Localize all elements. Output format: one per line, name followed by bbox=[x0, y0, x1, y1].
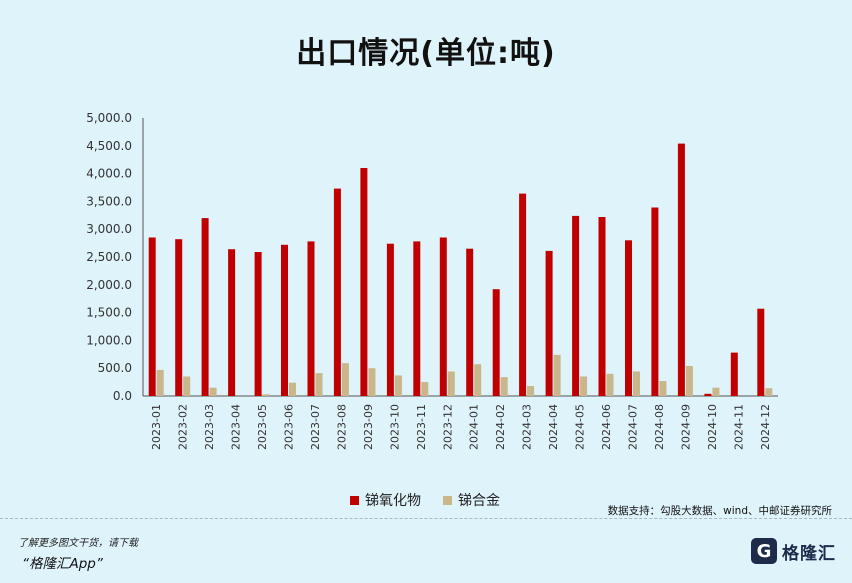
bar-antimony-alloy bbox=[553, 354, 561, 396]
bar-antimony-oxide bbox=[228, 249, 236, 396]
x-tick-label: 2023-11 bbox=[415, 404, 428, 450]
bar-antimony-alloy bbox=[580, 376, 588, 396]
bar-antimony-alloy bbox=[500, 377, 508, 396]
y-tick-label: 2,000.0 bbox=[86, 278, 132, 292]
bar-antimony-alloy bbox=[685, 366, 693, 396]
bar-antimony-oxide bbox=[148, 237, 156, 396]
x-tick-label: 2023-12 bbox=[441, 404, 454, 450]
x-tick-label: 2024-09 bbox=[679, 404, 692, 450]
bar-antimony-alloy bbox=[262, 394, 270, 396]
bar-antimony-alloy bbox=[315, 373, 323, 396]
y-tick-label: 4,500.0 bbox=[86, 139, 132, 153]
bar-chart: 0.0 500.0 1,000.0 1,500.0 2,000.0 2,500.0 3,00… bbox=[86, 111, 778, 450]
x-tick-label: 2024-03 bbox=[521, 404, 534, 450]
y-tick-label: 1,000.0 bbox=[86, 333, 132, 347]
divider bbox=[0, 518, 852, 519]
y-tick-label: 3,000.0 bbox=[86, 222, 132, 236]
x-tick-label: 2024-05 bbox=[574, 404, 587, 450]
bar-antimony-oxide bbox=[439, 237, 447, 396]
bar-antimony-oxide bbox=[386, 243, 394, 396]
download-prompt: 了解更多图文干货，请下载 bbox=[18, 538, 138, 549]
bar-antimony-oxide bbox=[201, 218, 209, 396]
x-tick-label: 2023-05 bbox=[256, 404, 269, 450]
bar-antimony-alloy bbox=[606, 373, 614, 396]
brand-logo: G 格隆汇 bbox=[751, 538, 836, 564]
x-tick-label: 2023-02 bbox=[177, 404, 190, 450]
bar-antimony-alloy bbox=[527, 386, 535, 396]
x-tick-label: 2023-06 bbox=[283, 404, 296, 450]
source-note: 数据支持：勾股大数据、wind、中邮证券研究所 bbox=[607, 505, 832, 517]
bar-antimony-alloy bbox=[289, 382, 296, 396]
bar-antimony-oxide bbox=[625, 240, 632, 396]
legend-item-series-1: 锑氧化物 bbox=[350, 490, 421, 510]
bar-antimony-oxide bbox=[545, 250, 553, 396]
bar-antimony-alloy bbox=[633, 371, 640, 396]
bar-antimony-oxide bbox=[572, 215, 580, 396]
legend-swatch bbox=[443, 495, 452, 505]
bar-antimony-alloy bbox=[765, 388, 773, 396]
legend-item-series-2: 锑合金 bbox=[443, 490, 500, 510]
bar-antimony-oxide bbox=[281, 244, 288, 396]
bar-antimony-oxide bbox=[651, 207, 659, 396]
x-tick-label: 2023-07 bbox=[309, 404, 322, 450]
bar-antimony-oxide bbox=[333, 188, 341, 396]
x-tick-label: 2024-08 bbox=[653, 404, 666, 450]
y-tick-label: 4,000.0 bbox=[86, 167, 132, 181]
x-tick-label: 2023-08 bbox=[335, 404, 348, 450]
bar-antimony-oxide bbox=[598, 217, 606, 396]
bar-antimony-oxide bbox=[704, 393, 712, 396]
bar-antimony-alloy bbox=[209, 387, 217, 396]
bar-antimony-alloy bbox=[341, 363, 349, 396]
bar-antimony-oxide bbox=[492, 289, 500, 396]
x-tick-label: 2024-12 bbox=[759, 404, 772, 450]
bar-antimony-oxide bbox=[413, 241, 421, 396]
bar-antimony-oxide bbox=[254, 252, 262, 396]
y-tick-label: 3,500.0 bbox=[86, 194, 132, 208]
bar-antimony-oxide bbox=[175, 239, 183, 396]
logo-icon: G bbox=[751, 538, 777, 564]
bar-antimony-oxide bbox=[466, 248, 474, 396]
bar-antimony-alloy bbox=[394, 375, 402, 396]
bar-antimony-alloy bbox=[712, 387, 720, 396]
legend-label: 锑合金 bbox=[458, 493, 500, 509]
y-tick-label: 5,000.0 bbox=[86, 111, 132, 125]
bar-antimony-alloy bbox=[156, 369, 164, 396]
x-tick-label: 2024-01 bbox=[468, 404, 481, 450]
x-tick-label: 2024-10 bbox=[706, 404, 719, 450]
x-tick-label: 2023-09 bbox=[362, 404, 375, 450]
x-tick-label: 2024-06 bbox=[600, 404, 613, 450]
bar-antimony-alloy bbox=[368, 368, 376, 396]
bar-antimony-oxide bbox=[307, 241, 315, 396]
legend-label: 锑氧化物 bbox=[365, 493, 421, 509]
y-tick-label: 1,500.0 bbox=[86, 306, 132, 320]
bar-antimony-oxide bbox=[757, 308, 765, 396]
y-tick-label: 2,500.0 bbox=[86, 250, 132, 264]
x-tick-label: 2024-02 bbox=[494, 404, 507, 450]
logo-text: 格隆汇 bbox=[782, 543, 836, 564]
y-tick-label: 0.0 bbox=[113, 389, 132, 403]
y-tick-label: 500.0 bbox=[98, 361, 132, 375]
bar-antimony-oxide bbox=[360, 168, 368, 396]
x-tick-label: 2023-01 bbox=[150, 404, 163, 450]
bar-antimony-oxide bbox=[519, 193, 527, 396]
bar-antimony-oxide bbox=[730, 352, 738, 396]
bar-antimony-alloy bbox=[421, 382, 429, 396]
x-tick-label: 2024-07 bbox=[626, 404, 639, 450]
app-name[interactable]: “格隆汇App” bbox=[22, 556, 103, 572]
bar-antimony-alloy bbox=[183, 376, 191, 396]
bar-antimony-alloy bbox=[474, 364, 482, 396]
legend-swatch bbox=[350, 495, 359, 505]
bar-antimony-oxide bbox=[677, 143, 685, 396]
x-tick-label: 2023-10 bbox=[388, 404, 401, 450]
chart-title: 出口情况(单位:吨) bbox=[296, 36, 556, 71]
x-tick-label: 2023-03 bbox=[203, 404, 216, 450]
x-tick-label: 2024-11 bbox=[732, 404, 745, 450]
x-tick-label: 2024-04 bbox=[547, 404, 560, 450]
x-tick-label: 2023-04 bbox=[230, 404, 243, 450]
bar-antimony-alloy bbox=[447, 371, 455, 396]
bar-antimony-alloy bbox=[659, 381, 667, 396]
